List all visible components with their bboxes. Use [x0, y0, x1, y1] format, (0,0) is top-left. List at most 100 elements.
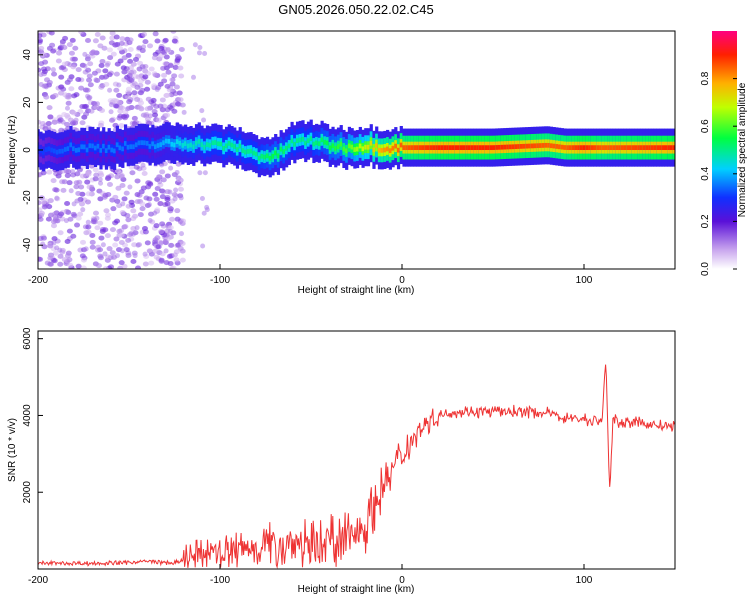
spectrogram-noise-cell: [114, 253, 120, 259]
spectrogram-noise-cell: [102, 192, 109, 198]
spectrogram-noise-cell: [177, 245, 184, 251]
spectrogram-ridge-cell: [514, 144, 518, 150]
spectrogram-ridge-cell: [503, 144, 507, 150]
spectrogram-ridge-cell: [568, 145, 573, 150]
spectrogram-noise-cell: [116, 82, 122, 88]
spectrogram-noise-cell: [47, 255, 54, 261]
spectrogram-ridge-cell: [328, 145, 332, 151]
spectrogram-ridge-cell: [601, 145, 605, 150]
spectrogram-noise-cell: [61, 111, 68, 117]
colorbar-tick-label: 0.4: [700, 166, 711, 180]
spectrogram-ridge-cell: [118, 145, 122, 151]
spectrogram-noise-cell: [158, 229, 165, 235]
spectrogram-noise-cell: [128, 230, 134, 236]
spectrogram-noise-cell: [67, 62, 73, 68]
spectrogram-noise-cell: [54, 195, 60, 201]
spectrogram-noise-cell: [177, 97, 184, 103]
spectrogram-ridge-cell: [317, 141, 321, 147]
spectrogram-noise-cell: [176, 177, 183, 183]
spectrogram-ridge-cell: [413, 145, 417, 150]
spectrogram-ridge-cell: [167, 138, 171, 144]
spectrogram-noise-cell: [73, 180, 80, 186]
spectrogram-ridge-cell: [192, 144, 196, 150]
spectrogram-noise-cell: [125, 217, 132, 223]
spectrogram-noise-cell: [144, 86, 151, 92]
spectrogram-noise-cell: [160, 177, 167, 183]
spectrogram-noise-cell: [40, 235, 47, 241]
spectrogram-noise-cell: [86, 77, 93, 83]
spectrogram-noise-cell: [170, 77, 176, 83]
spectrogram-ridge-cell: [285, 145, 289, 151]
spectrogram-ridge-cell: [538, 143, 543, 148]
spectrogram-noise-cell: [73, 117, 79, 123]
spectrogram-ridge-cell: [252, 150, 256, 156]
spectrogram-noise-cell: [108, 40, 115, 46]
spectrogram-ridge-cell: [386, 146, 390, 152]
spectrogram-noise-cell: [132, 57, 139, 63]
spectrogram-ridge-cell: [306, 138, 311, 144]
spectrogram-noise-cell: [175, 161, 182, 167]
spectrogram-ridge-cell: [607, 145, 611, 150]
spectrogram-noise-cell: [109, 227, 116, 233]
figure-title: GN05.2026.050.22.02.C45: [278, 2, 433, 17]
spectrogram-ridge-cell: [366, 144, 371, 150]
spectrogram-noise-cell: [142, 39, 149, 45]
spectrogram-ridge-cell: [219, 141, 223, 147]
spectrogram-noise-cell: [85, 219, 91, 225]
spectrogram-noise-cell: [47, 114, 54, 120]
spectrogram-noise-cell: [102, 251, 108, 257]
spectrogram-noise-cell: [202, 170, 208, 176]
spectrogram-y-ticks: -40 -20 0 20 40: [22, 49, 43, 252]
spectrogram-ridge-cell: [271, 153, 275, 159]
spectrogram-noise-cell: [60, 119, 66, 125]
spectrogram-noise-cell: [137, 90, 144, 96]
spectrogram-ridge-cell: [113, 148, 117, 154]
spectrogram-noise-cell: [174, 208, 181, 214]
spectrogram-ridge-cell: [189, 142, 193, 148]
spectrogram-noise-cell: [49, 42, 56, 48]
spectrogram-noise-cell: [73, 92, 80, 98]
spectrogram-x-ticks: -200 -100 0 100: [28, 264, 593, 286]
spectrogram-noise-cell: [40, 199, 47, 205]
spectrogram-noise-cell: [46, 79, 53, 85]
spectrogram-noise-cell: [94, 215, 100, 221]
spectrogram-ridge-cell: [549, 143, 554, 149]
spectrogram-noise-cell: [109, 35, 116, 41]
spectrogram-noise-cell: [135, 74, 142, 80]
spectrogram-noise-cell: [105, 174, 112, 180]
spectrogram-noise-cell: [126, 99, 133, 105]
spectrogram-ridge-cell: [260, 153, 264, 159]
spectrogram-ridge-cell: [42, 149, 46, 155]
spectrogram-noise-cell: [171, 108, 178, 114]
spectrogram-ridge-cell: [566, 145, 570, 150]
spectrogram-ridge-cell: [582, 145, 586, 150]
spectrogram-noise-cell: [113, 34, 120, 40]
spectrogram-noise-cell: [92, 176, 99, 182]
spectrogram-noise-cell: [119, 183, 126, 189]
spectrogram-noise-cell: [118, 232, 125, 238]
spectrogram-noise-cell: [179, 102, 186, 108]
spectrogram-noise-cell: [70, 56, 76, 62]
spectrogram-noise-cell: [165, 47, 171, 53]
spectrogram-noise-cell: [139, 206, 146, 212]
spectrogram-noise-cell: [153, 223, 160, 229]
spectrogram-noise-cell: [70, 211, 77, 217]
spectrogram-noise-cell: [117, 58, 124, 64]
spectrogram-ridge-cell: [416, 145, 420, 150]
spectrogram-noise-cell: [124, 106, 130, 112]
spectrogram-ridge-cell: [629, 145, 633, 150]
spectrogram-noise-cell: [141, 170, 148, 176]
spectrogram-noise-cell: [118, 123, 125, 129]
spectrogram-noise-cell: [87, 82, 94, 88]
spectrogram-ridge-cell: [391, 145, 395, 151]
spectrogram-ridge-cell: [331, 143, 335, 149]
spectrogram-ridge-cell: [547, 142, 551, 148]
spectrogram-ridge-cell: [497, 144, 502, 150]
spectrogram-ridge-cell: [265, 153, 270, 159]
spectrogram-noise-cell: [128, 164, 135, 170]
spectrogram-ridge-cell: [115, 142, 119, 148]
spectrogram-ridge-cell: [533, 143, 537, 149]
spectrogram-marks: [38, 31, 675, 269]
spectrogram-ridge-cell: [372, 147, 376, 153]
spectrogram-noise-cell: [150, 97, 157, 103]
